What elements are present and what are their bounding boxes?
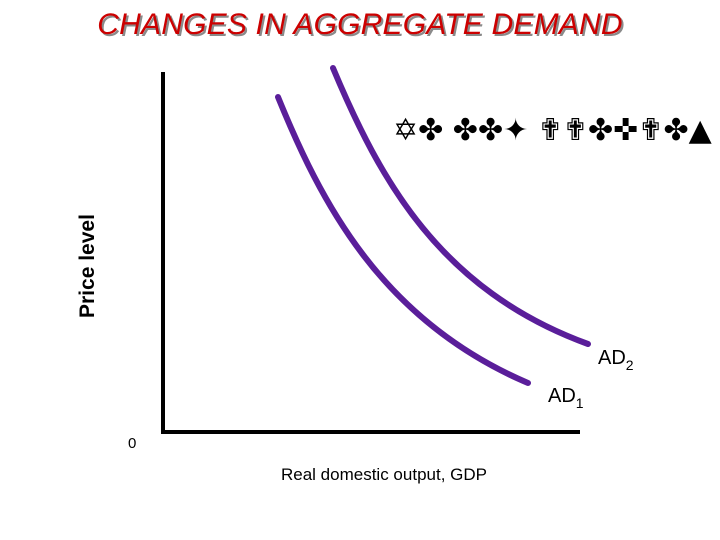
- ad1-label-name: AD: [548, 385, 576, 407]
- x-axis-label: Real domestic output, GDP: [281, 465, 487, 484]
- ad2-curve: [330, 65, 591, 347]
- ad2-label: AD2: [598, 347, 634, 373]
- ad2-label-name: AD: [598, 347, 626, 369]
- ad2-label-sub: 2: [626, 357, 634, 373]
- decorative-symbol-text: ✡✤ ✤✤✦ ✟✟✤✜✟✤▲: [393, 113, 712, 148]
- chart-title: CHANGES IN AGGREGATE DEMAND: [97, 8, 623, 41]
- ad1-label: AD1: [548, 385, 584, 411]
- ad1-curve: [275, 94, 531, 386]
- ad1-label-sub: 1: [576, 395, 584, 411]
- y-axis-label: Price level: [76, 214, 99, 318]
- origin-label: 0: [128, 435, 136, 452]
